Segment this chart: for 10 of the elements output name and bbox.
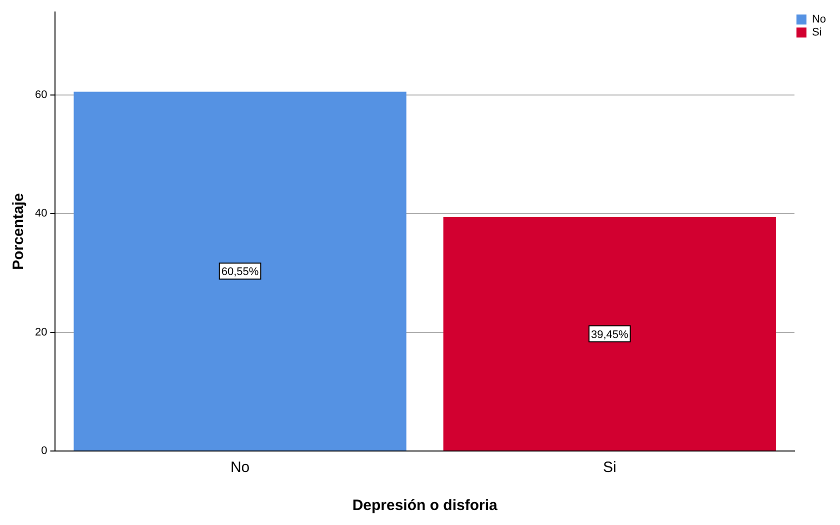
y-tick-label: 0 (41, 445, 48, 458)
y-tick-label: 40 (34, 208, 48, 220)
legend-label: Si (812, 26, 822, 39)
y-axis-title: Porcentaje (10, 193, 28, 270)
y-tick-label: 20 (34, 326, 48, 338)
y-tick-label: 60 (34, 89, 48, 102)
data-label: 60,55% (221, 266, 259, 278)
data-label: 39,45% (590, 328, 629, 341)
x-axis-title: Depresión o disforia (352, 497, 498, 514)
legend-label: No (812, 14, 826, 26)
